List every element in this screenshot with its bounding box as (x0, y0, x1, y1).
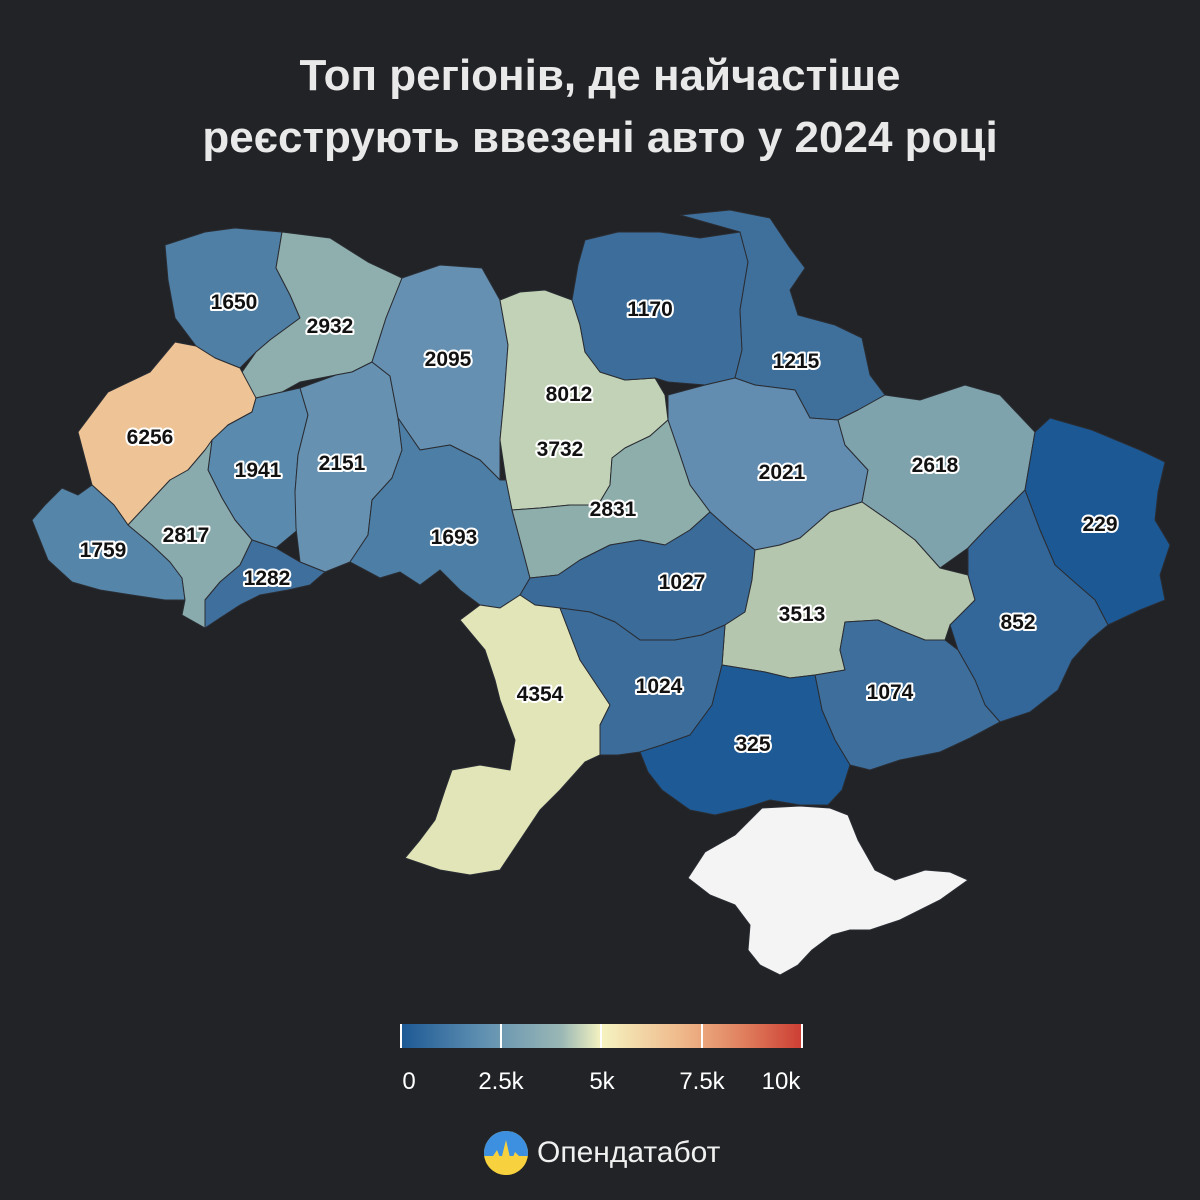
label-dnipropetrovsk: 3513 (779, 603, 826, 626)
brand-name: Опендатабот (537, 1136, 721, 1169)
label-kyiv-city: 8012 (546, 383, 593, 406)
legend-tick-label: 2.5k (478, 1068, 524, 1095)
label-volyn: 1650 (211, 291, 258, 314)
legend-tick-mark (400, 1024, 402, 1048)
legend-tick-mark (701, 1024, 703, 1048)
map-title: Топ регіонів, де найчастіше реєструють в… (0, 45, 1200, 169)
label-poltava: 2021 (759, 461, 806, 484)
label-mykolaiv: 1024 (636, 675, 683, 698)
label-sumy: 1215 (773, 350, 820, 373)
label-odesa: 4354 (517, 683, 564, 706)
region-donetsk (949, 489, 1109, 723)
legend-tick-label: 10k (761, 1068, 801, 1095)
label-kharkiv: 2618 (912, 454, 959, 477)
label-kirovohrad: 1027 (659, 571, 706, 594)
title-line-1: Топ регіонів, де найчастіше (299, 51, 901, 100)
label-vinnytsia: 1693 (431, 526, 478, 549)
label-kyiv-oblast: 3732 (537, 438, 584, 461)
label-khmelnytskyi: 2151 (319, 452, 366, 475)
label-ternopil: 1941 (235, 459, 282, 482)
label-chernivtsi: 1282 (244, 567, 291, 590)
legend-tick-mark (600, 1024, 602, 1048)
legend-tick-label: 0 (402, 1068, 416, 1095)
legend-tick-label: 7.5k (679, 1068, 725, 1095)
region-rivne (239, 231, 403, 399)
legend-tick-mark (801, 1024, 803, 1048)
label-zhytomyr: 2095 (425, 348, 472, 371)
label-rivne: 2932 (307, 315, 354, 338)
legend-tick-label: 5k (589, 1068, 615, 1095)
title-line-2: реєструють ввезені авто у 2024 році (202, 113, 998, 162)
label-chernihiv: 1170 (627, 298, 673, 321)
label-cherkasy: 2831 (590, 498, 637, 521)
region-crimea (687, 805, 969, 976)
label-zaporizhzhia: 1074 (867, 681, 914, 704)
label-kherson: 325 (735, 733, 770, 756)
label-ivano-frankivsk: 2817 (163, 524, 210, 547)
label-lviv: 6256 (127, 426, 174, 449)
region-kherson (639, 664, 851, 816)
legend-tick-mark (500, 1024, 502, 1048)
region-odesa (404, 594, 611, 876)
label-luhansk: 229 (1082, 513, 1117, 536)
opendatabot-logo-icon (484, 1131, 528, 1175)
label-donetsk: 852 (1000, 611, 1035, 634)
region-chernivtsi (204, 539, 326, 629)
brand: Опендатабот (483, 1129, 720, 1177)
label-zakarpattia: 1759 (80, 539, 127, 562)
